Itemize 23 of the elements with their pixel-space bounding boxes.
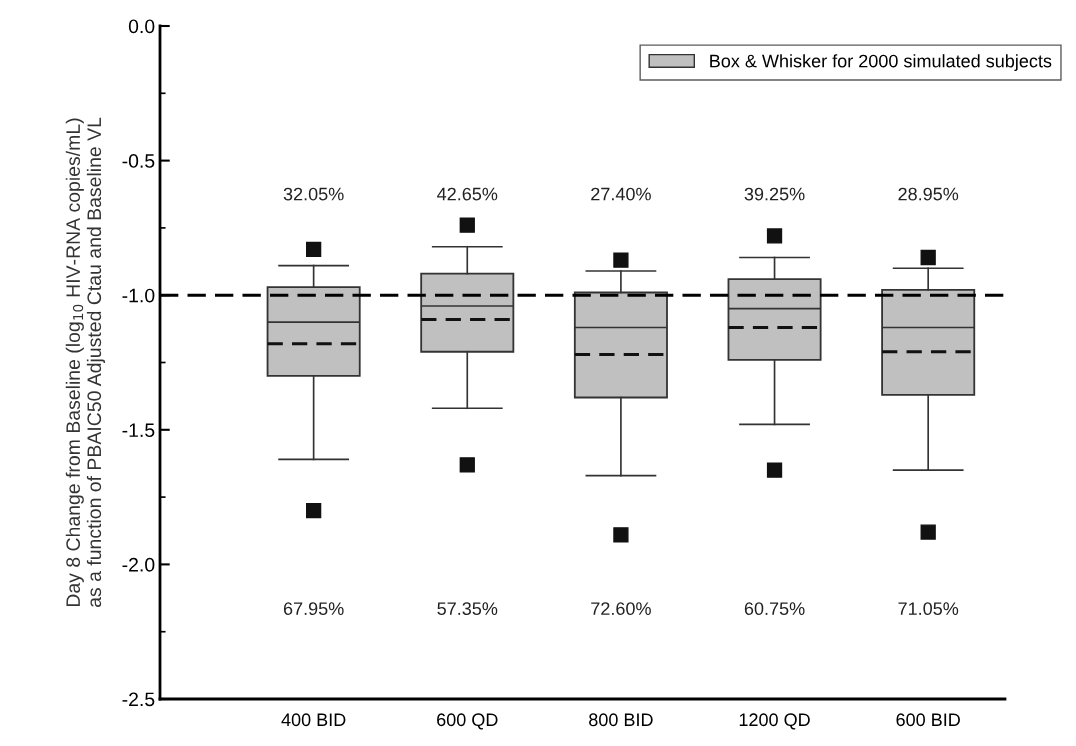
y-tick-label: -2.5 [122, 692, 155, 707]
annotation: 60.75% [744, 602, 805, 616]
annotation: 67.95% [283, 602, 344, 616]
y-tick-label: -0.5 [122, 154, 155, 168]
x-tick-label: 400 BID [281, 713, 346, 727]
y-tick-label: -2.0 [122, 557, 155, 572]
y-tick-label: 0.0 [128, 19, 155, 34]
y-tick-label: -1.0 [122, 288, 155, 303]
x-tick-label: 800 BID [589, 713, 653, 727]
annotation: 72.60% [591, 602, 651, 616]
annotation: 39.25% [744, 187, 805, 201]
y-tick-label: -1.5 [122, 423, 155, 438]
annotation: 71.05% [898, 602, 959, 616]
annotation: 28.95% [898, 187, 959, 201]
annotation: 32.05% [283, 187, 344, 201]
annotation: 57.35% [437, 602, 498, 616]
legend-label: Box & Whisker for 2000 simulated subjects [710, 54, 1052, 71]
annotation: 42.65% [437, 187, 498, 201]
annotation: 27.40% [591, 187, 651, 201]
x-tick-label: 600 BID [896, 713, 960, 727]
x-tick-label: 1200 QD [739, 713, 810, 730]
y-axis-title: Day 8 Change from Baseline (log$_{10}$ HIV-RNA copies/mL) as a function of PBAIC50 Adjusted Ctau and Baseline VL [65, 117, 105, 608]
x-tick-label: 600 QD [437, 713, 498, 730]
